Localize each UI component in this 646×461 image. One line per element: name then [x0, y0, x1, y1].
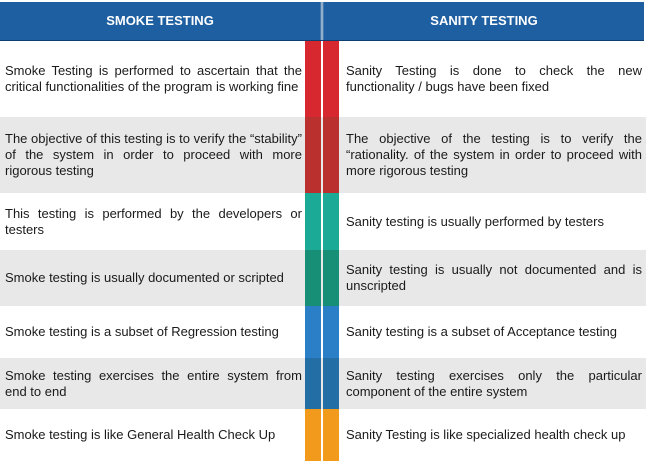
smoke-cell: Smoke testing is usually documented or s…	[5, 270, 284, 285]
color-bar	[305, 41, 321, 117]
smoke-testing-heading: SMOKE TESTING	[106, 13, 214, 28]
table-row: Smoke Testing is performed to ascertain …	[0, 41, 646, 117]
color-bar	[305, 117, 321, 193]
smoke-cell: Smoke testing is like General Health Che…	[5, 427, 276, 442]
header-divider	[320, 2, 324, 40]
table-row: Smoke testing exercises the entire syste…	[0, 358, 646, 409]
color-bar	[323, 409, 339, 461]
table-row: Smoke testing is usually documented or s…	[0, 250, 646, 306]
color-bar	[323, 358, 339, 409]
sanity-cell: Sanity testing is usually not documented…	[346, 262, 642, 293]
table-row: Smoke testing is a subset of Regression …	[0, 306, 646, 358]
color-bar	[305, 409, 321, 461]
table-row: This testing is performed by the develop…	[0, 193, 646, 250]
smoke-cell: This testing is performed by the develop…	[5, 205, 302, 237]
color-bar	[323, 117, 339, 193]
sanity-cell: Sanity testing is a subset of Acceptance…	[346, 324, 617, 339]
smoke-cell: The objective of this testing is to veri…	[5, 131, 302, 178]
sanity-cell: The objective of the testing is to verif…	[346, 131, 642, 178]
sanity-cell: Sanity Testing is done to check the new …	[346, 63, 642, 94]
table-header: SMOKE TESTING SANITY TESTING	[0, 2, 644, 41]
sanity-cell: Sanity testing exercises only the partic…	[346, 367, 642, 399]
color-bar	[305, 193, 321, 250]
sanity-cell: Sanity testing is usually performed by t…	[346, 213, 604, 229]
table-row: The objective of this testing is to veri…	[0, 117, 646, 193]
color-bar	[323, 41, 339, 117]
color-bar	[305, 358, 321, 409]
color-bar	[323, 193, 339, 250]
smoke-cell: Smoke testing exercises the entire syste…	[5, 367, 302, 399]
sanity-cell: Sanity Testing is like specialized healt…	[346, 427, 626, 442]
color-bar	[323, 250, 339, 306]
color-bar	[323, 306, 339, 358]
table-row: Smoke testing is like General Health Che…	[0, 409, 646, 461]
color-bar	[305, 250, 321, 306]
smoke-cell: Smoke testing is a subset of Regression …	[5, 324, 279, 339]
sanity-testing-heading: SANITY TESTING	[430, 13, 538, 28]
color-bar	[305, 306, 321, 358]
smoke-cell: Smoke Testing is performed to ascertain …	[5, 63, 302, 94]
